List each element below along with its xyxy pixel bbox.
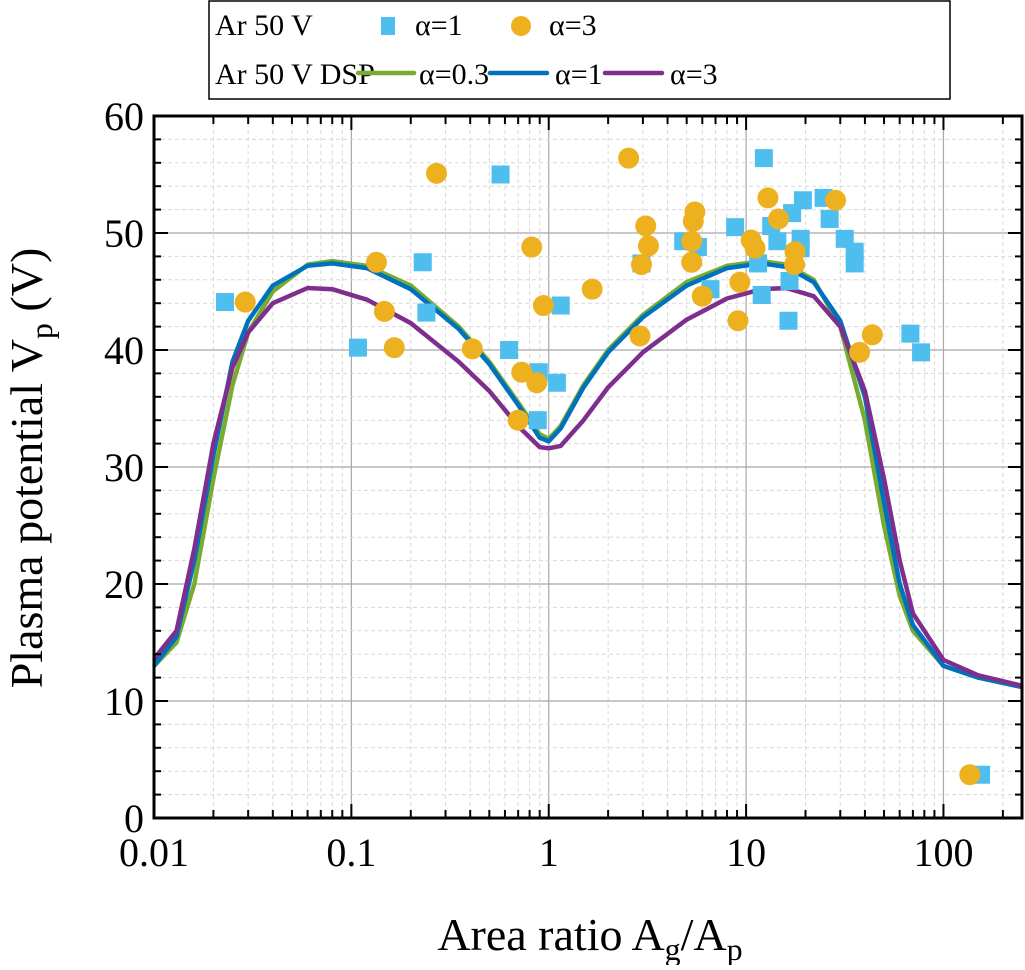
x-tick-label: 1: [539, 830, 559, 875]
plot-frame: [152, 114, 1024, 820]
legend-box: [208, 0, 951, 100]
line-series-1: [152, 261, 1023, 690]
tick-labels: 0.01 0.1 1 10 100 0 10 20 30 40 50 60: [104, 94, 973, 875]
circle-point: [373, 300, 395, 322]
circle-point: [532, 295, 554, 317]
legend-label-scatter-alpha3: α=3: [549, 9, 597, 42]
circle-point: [383, 337, 405, 359]
legend-label-line-alpha1: α=1: [555, 58, 603, 91]
circle-point: [729, 271, 751, 293]
square-point: [413, 253, 432, 272]
circle-point: [629, 325, 651, 347]
x-tick-label: 10: [726, 830, 766, 875]
circle-point: [637, 235, 659, 257]
square-point: [845, 254, 864, 273]
y-tick-label: 40: [104, 328, 144, 373]
grid: [153, 115, 1022, 819]
square-point: [749, 254, 768, 273]
square-point: [820, 209, 839, 228]
square-point: [528, 411, 547, 430]
legend-row2-label: Ar 50 V DSP: [215, 58, 375, 91]
square-point: [779, 311, 798, 330]
circle-point: [681, 251, 703, 273]
square-point: [754, 149, 773, 168]
axes: [152, 114, 1024, 820]
circle-point: [234, 291, 256, 313]
x-tick-label: 100: [913, 830, 973, 875]
circle-point: [681, 230, 703, 252]
circle-point: [727, 310, 749, 332]
circle-point: [511, 361, 533, 383]
legend-label-line-alpha03: α=0.3: [419, 58, 489, 91]
square-point: [547, 373, 566, 392]
circle-point: [768, 208, 790, 230]
legend: Ar 50 V α=1 α=3 Ar 50 V DSP α=0.3 α=1 α=…: [208, 0, 951, 100]
circle-point: [507, 409, 529, 431]
legend-square-marker: [381, 17, 395, 35]
circle-point: [635, 215, 657, 237]
circle-point: [744, 237, 766, 259]
y-tick-label: 60: [104, 94, 144, 139]
square-point: [551, 296, 570, 315]
circle-point: [825, 189, 847, 211]
x-tick-label: 0.1: [326, 830, 376, 875]
square-point: [348, 338, 367, 357]
legend-row1-label: Ar 50 V: [215, 9, 313, 42]
line-series-2: [152, 285, 1023, 688]
circle-point: [691, 285, 713, 307]
legend-circle-marker: [511, 16, 531, 36]
circle-point: [849, 341, 871, 363]
y-tick-label: 30: [104, 445, 144, 490]
circle-point: [784, 241, 806, 263]
square-point: [491, 165, 510, 184]
circle-point: [461, 338, 483, 360]
legend-label-scatter-alpha1: α=1: [415, 9, 463, 42]
x-tick-label: 0.01: [119, 830, 189, 875]
square-point: [417, 303, 436, 322]
circle-point: [581, 278, 603, 300]
square-point: [780, 271, 799, 290]
square-point: [793, 191, 812, 210]
square-point: [500, 341, 519, 359]
square-point: [752, 286, 771, 305]
y-tick-label: 10: [104, 679, 144, 724]
square-point: [768, 232, 787, 251]
circle-point: [684, 201, 706, 223]
circle-point: [618, 147, 640, 169]
x-axis-label: Area ratio Ag/Ap: [437, 909, 742, 965]
y-tick-label: 50: [104, 211, 144, 256]
y-tick-label: 0: [124, 796, 144, 841]
y-tick-label: 20: [104, 562, 144, 607]
legend-label-line-alpha3: α=3: [670, 58, 718, 91]
circle-point: [526, 372, 548, 394]
square-point: [726, 218, 745, 237]
circle-point: [521, 236, 543, 258]
line-series-0: [152, 258, 1023, 690]
circle-point: [630, 254, 652, 276]
circle-point: [426, 162, 448, 184]
circle-point: [861, 324, 883, 346]
y-axis-label: Plasma potential Vp (V): [1, 248, 59, 689]
square-point: [216, 293, 235, 312]
square-point: [901, 324, 920, 343]
circle-point: [365, 251, 387, 273]
scatter-points: [216, 147, 991, 786]
line-series: [152, 258, 1023, 690]
circle-point: [757, 187, 779, 209]
circle-point: [959, 764, 981, 786]
square-point: [912, 343, 931, 362]
